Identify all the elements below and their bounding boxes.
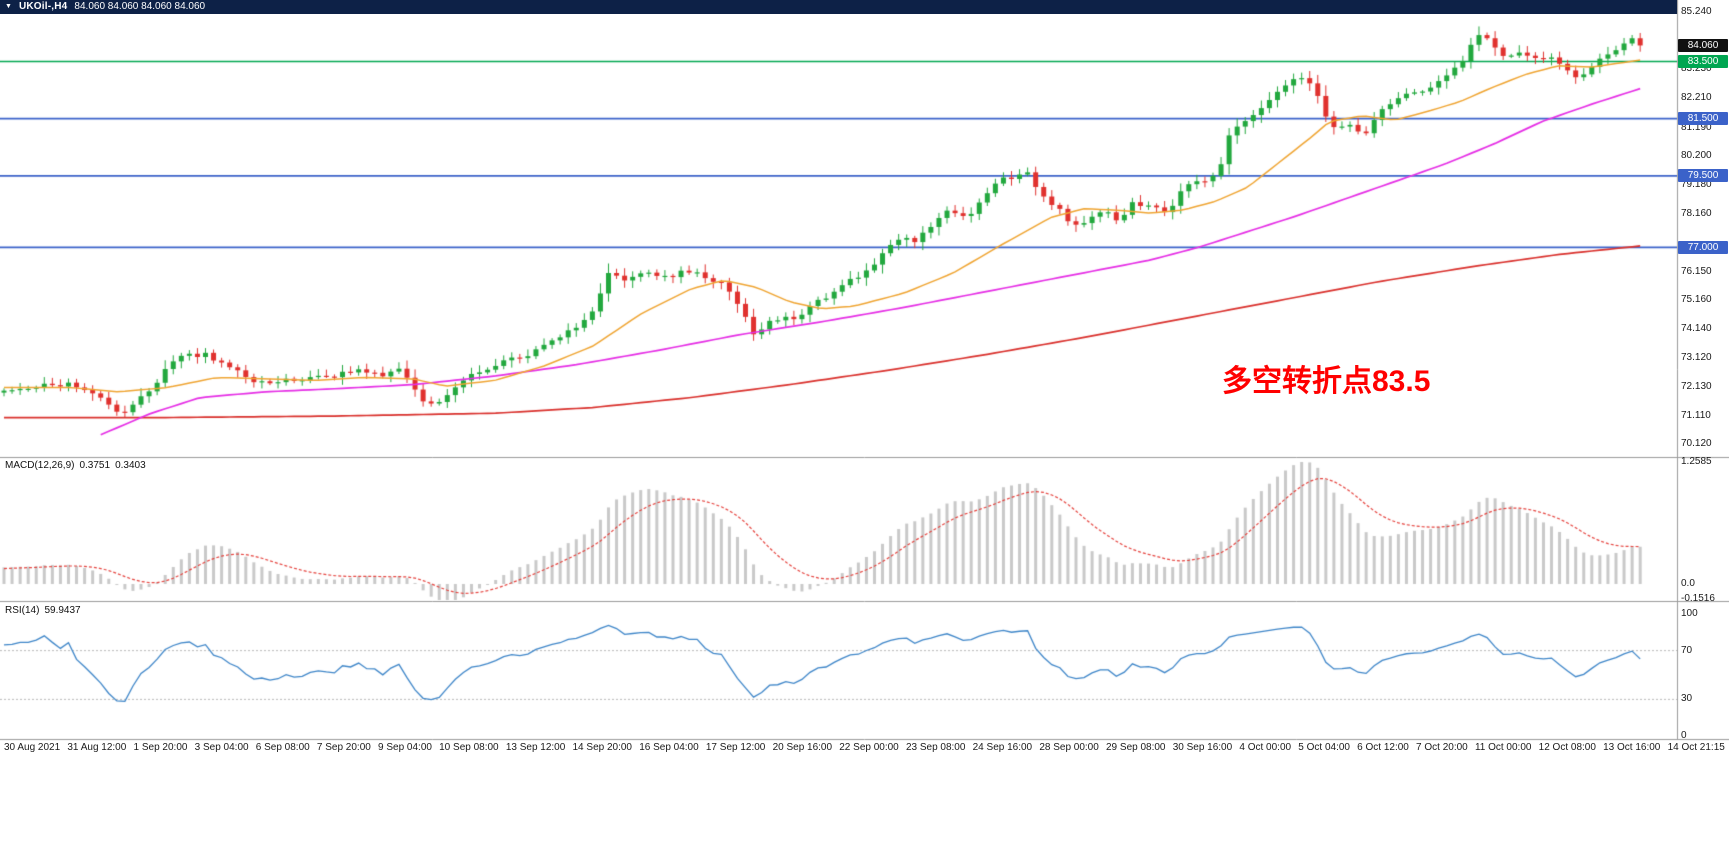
macd-indicator-label: MACD(12,26,9) 0.3751 0.3403: [5, 460, 151, 471]
macd-name: MACD(12,26,9): [5, 460, 75, 471]
time-axis-label: 1 Sep 20:00: [133, 742, 188, 753]
price-level-badge[interactable]: 83.500: [1678, 54, 1728, 68]
time-axis-label: 11 Oct 00:00: [1474, 742, 1532, 753]
price-scale-label: 82.210: [1681, 92, 1712, 104]
chart-dropdown-icon[interactable]: ▼: [5, 3, 12, 10]
price-scale-label: 83.230: [1681, 63, 1712, 75]
chart-symbol-timeframe: UKOil-,H4: [18, 1, 68, 12]
time-axis-label: 30 Sep 16:00: [1172, 742, 1233, 753]
price-scale-label: 81.190: [1681, 121, 1712, 133]
chart-title-bar[interactable]: ▼ UKOil-,H4 84.060 84.060 84.060 84.060: [0, 0, 1677, 14]
time-axis-label: 16 Sep 04:00: [639, 742, 699, 753]
price-scale-label: 74.140: [1681, 323, 1712, 335]
time-axis-label: 24 Sep 16:00: [972, 742, 1033, 753]
time-axis-label: 13 Oct 16:00: [1603, 742, 1661, 753]
time-axis-label: 9 Sep 04:00: [378, 742, 432, 753]
macd-scale-label: 1.2585: [1681, 456, 1712, 467]
price-scale-label: 75.160: [1681, 293, 1712, 305]
time-axis-label: 12 Oct 08:00: [1538, 742, 1596, 753]
rsi-value: 59.9437: [44, 605, 81, 616]
price-scale-label: 72.130: [1681, 380, 1712, 392]
annotation-text: 多空转折点83.5: [1222, 365, 1431, 398]
time-axis-label: 31 Aug 12:00: [67, 742, 127, 753]
time-axis-label: 6 Sep 08:00: [255, 742, 310, 753]
price-scale-label: 78.160: [1681, 208, 1712, 220]
price-level-badge[interactable]: 77.000: [1678, 240, 1728, 254]
rsi-name: RSI(14): [5, 605, 40, 616]
time-axis-label: 10 Sep 08:00: [439, 742, 499, 753]
rsi-scale-label: 100: [1681, 608, 1698, 619]
time-axis-label: 6 Oct 12:00: [1357, 742, 1409, 753]
price-level-badge[interactable]: 81.500: [1678, 112, 1728, 126]
chart-ohlc-values: 84.060 84.060 84.060 84.060: [74, 1, 206, 12]
rsi-scale-label: 0: [1681, 730, 1687, 741]
time-axis-label: 4 Oct 00:00: [1239, 742, 1292, 753]
price-scale-label: 80.200: [1681, 149, 1712, 161]
price-scale-label: 73.120: [1681, 352, 1712, 364]
time-axis-label: 28 Sep 00:00: [1039, 742, 1099, 753]
macd-scale-label: -0.1516: [1681, 592, 1715, 604]
time-axis-label: 14 Oct 21:15: [1667, 742, 1725, 753]
price-scale-label: 71.110: [1681, 409, 1711, 421]
price-scale-label: 76.150: [1681, 265, 1712, 277]
rsi-scale-label: 70: [1681, 644, 1693, 656]
price-level-badge[interactable]: 79.500: [1678, 169, 1728, 183]
time-axis-label: 7 Oct 20:00: [1416, 742, 1468, 753]
time-axis-label: 3 Sep 04:00: [194, 742, 249, 753]
time-axis-label: 30 Aug 2021: [4, 742, 61, 753]
time-axis-label: 14 Sep 20:00: [572, 742, 633, 753]
price-level-badge[interactable]: 84.060: [1678, 38, 1728, 52]
time-axis-label: 17 Sep 12:00: [705, 742, 766, 753]
time-axis-label: 22 Sep 00:00: [839, 742, 899, 753]
time-axis[interactable]: 30 Aug 2021 31 Aug 12:00 1 Sep 20:00 3 Sep …: [0, 742, 1729, 753]
price-scale-label: 85.240: [1681, 5, 1712, 17]
time-axis-label: 5 Oct 04:00: [1298, 742, 1350, 753]
rsi-scale-label: 30: [1681, 693, 1693, 705]
time-axis-label: 29 Sep 08:00: [1106, 742, 1166, 753]
macd-value-main: 0.3751: [79, 460, 111, 471]
price-scale-label: 79.180: [1681, 179, 1712, 191]
time-axis-label: 7 Sep 20:00: [316, 742, 371, 753]
macd-value-signal: 0.3403: [115, 460, 146, 471]
rsi-indicator-label: RSI(14) 59.9437: [5, 605, 86, 616]
macd-scale-label: 0.0: [1681, 578, 1695, 589]
price-scale-label: 70.120: [1681, 438, 1712, 450]
time-axis-label: 23 Sep 08:00: [905, 742, 966, 753]
time-axis-label: 20 Sep 16:00: [772, 742, 833, 753]
time-axis-label: 13 Sep 12:00: [505, 742, 566, 753]
